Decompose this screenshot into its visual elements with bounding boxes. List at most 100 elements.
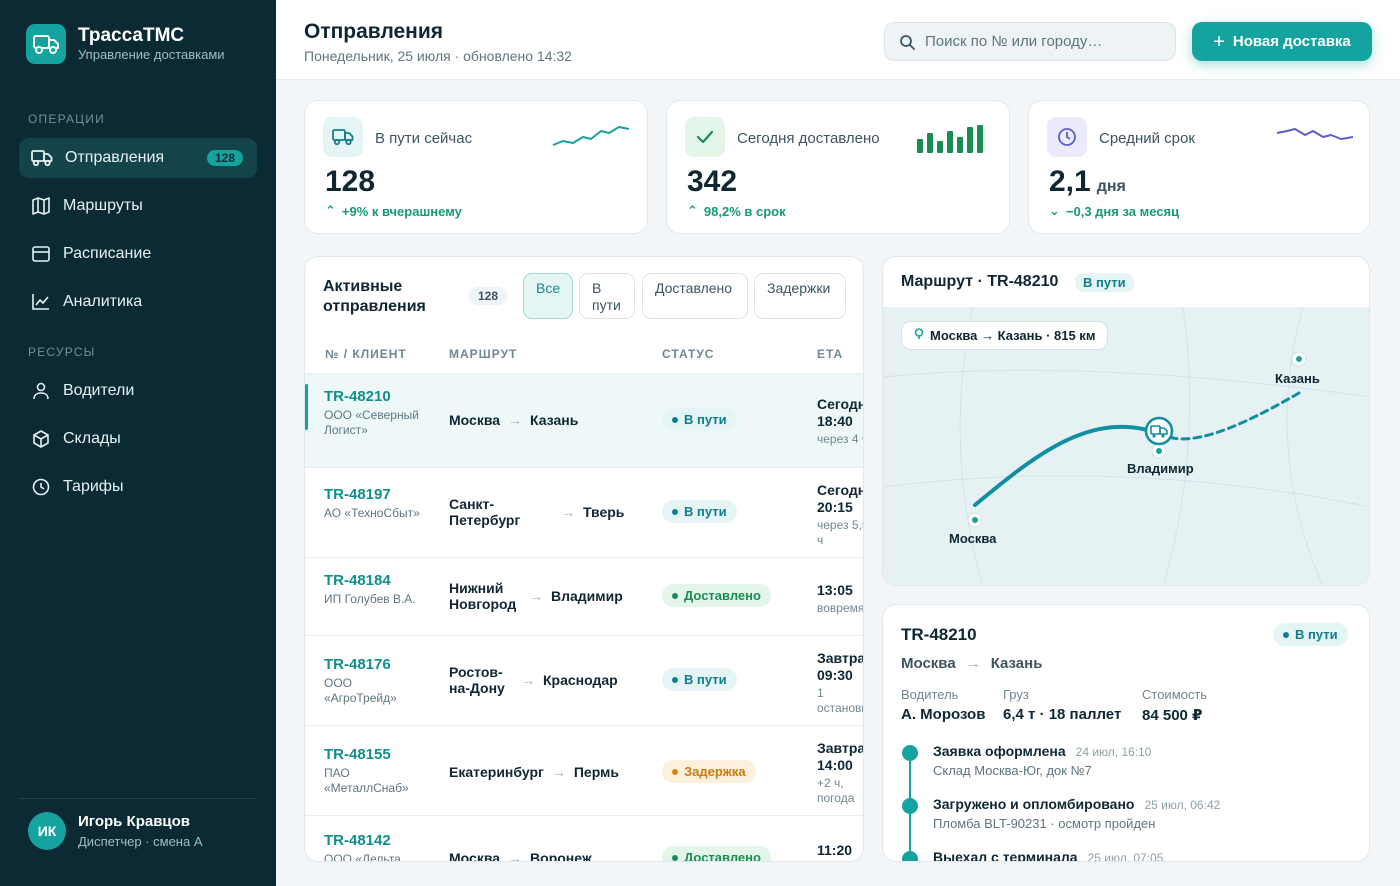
page-subtitle: Понедельник, 25 июля · обновлено 14:32 [304,48,572,64]
map-canvas [883,307,1369,585]
column-header-route[interactable]: МАРШРУТ [449,347,518,361]
table-row[interactable]: TR-48155 ПАО «МеталлСнаб» Екатеринбург → П… [305,725,864,815]
shipment-details-card: TR-48210 В пути Москва → Казань Водитель А.… [882,604,1370,862]
brand[interactable]: ТрассаТМС Управление доставками [26,24,225,64]
timeline-dot [902,798,918,814]
sidebar-item-analytics[interactable]: Аналитика [19,282,257,322]
client-name: ООО «АгроТрейд» [324,676,397,705]
table-row[interactable]: TR-48176 ООО «АгроТрейд» Ростов-на-Дону →… [305,635,864,725]
shipment-id[interactable]: TR-48210 [324,388,391,405]
table-row[interactable]: TR-48210 ООО «Северный Логист» Москва → Ка… [305,373,863,467]
route-from: Нижний Новгород [449,580,517,612]
route-from: Ростов-на-Дону [449,664,505,696]
arrow-right-icon: → [529,588,543,604]
eta-cell: 11:20 [817,842,863,861]
column-header-eta[interactable]: ETA [817,347,844,361]
shipment-id[interactable]: TR-48155 [324,746,391,763]
filter-delays[interactable]: Задержки [754,273,846,319]
route-from: Санкт-Петербург [449,496,521,528]
route-from: Москва [449,412,501,428]
sidebar-item-label: Склады [63,430,121,447]
table-row[interactable]: TR-48142 ООО «Дельта Москва → Воронеж Дост… [305,815,863,862]
eta-cell: Завтра 14:00 +2 ч, погода [817,740,864,806]
brand-name: ТрассаТМС [78,25,185,46]
route-cell: Ростов-на-Дону → Краснодар [449,664,618,696]
status-badge: В пути [662,408,737,431]
status-badge: Задержка [662,760,756,783]
client-name: ПАО «МеталлСнаб» [324,766,409,795]
sidebar-item-label: Расписание [63,245,152,262]
nav-section-operations: ОПЕРАЦИИ [28,112,105,126]
eta-cell: 13:05 вовремя [817,582,863,616]
sidebar-item-tariffs[interactable]: Тарифы [19,467,257,507]
shipment-id[interactable]: TR-48184 [324,572,391,589]
plus-icon: + [1213,30,1225,53]
details-status-badge: В пути [1273,623,1348,646]
sidebar-item-shipments[interactable]: Отправления 128 [19,138,257,178]
shipment-id[interactable]: TR-48142 [324,832,391,849]
timeline-item: Заявка оформлена 24 июл, 16:10 Склад Моск… [933,743,1152,778]
filter-in-transit[interactable]: В пути [579,273,635,319]
kpi-value: 2,1 дня [1049,165,1126,198]
kpi-value: 128 [325,165,376,198]
field-driver: Водитель А. Морозов [901,687,986,723]
chevron-down-icon: ⌄ [1049,203,1060,218]
page-title: Отправления [304,20,444,43]
new-delivery-button[interactable]: + Новая доставка [1192,22,1372,61]
route-to: Пермь [573,764,620,780]
shipment-id[interactable]: TR-48176 [324,656,391,673]
eta-value: Завтра 09:30 [817,650,864,683]
route-map[interactable]: Москва → Казань · 815 км Москва Владимир… [883,307,1369,585]
route-cell: Санкт-Петербург → Тверь [449,496,624,528]
timeline-item: Выехал с терминала 25 июл, 07:05 [933,849,1164,862]
filter-all[interactable]: Все [523,273,573,319]
table-row[interactable]: TR-48184 ИП Голубев В.А. Нижний Новгород… [305,557,863,635]
sidebar-item-schedule[interactable]: Расписание [19,234,257,274]
pin-icon [914,328,924,343]
table-title: Активные отправления [323,278,426,315]
sidebar-item-label: Маршруты [63,197,143,214]
kpi-value: 342 [687,165,738,198]
shipment-id[interactable]: TR-48197 [324,486,391,503]
search-input[interactable] [925,33,1165,50]
row-id-cell: TR-48210 ООО «Северный Логист» [324,388,424,438]
user-profile[interactable]: ИК Игорь Кравцов Диспетчер · смена А [28,812,203,850]
city-label-mid: Владимир [1127,461,1194,476]
column-header-status[interactable]: СТАТУС [662,347,715,361]
route-cell: Москва → Воронеж [449,850,592,862]
sidebar-item-routes[interactable]: Маршруты [19,186,257,226]
client-name: ООО «Дельта [324,852,401,862]
map-status-badge: В пути [1075,273,1134,292]
check-icon [685,117,725,157]
brand-subtitle: Управление доставками [78,47,225,62]
eta-cell: Сегодня 20:15 через 5,5 ч [817,482,863,548]
eta-value: Сегодня 20:15 [817,482,863,515]
row-id-cell: TR-48155 ПАО «МеталлСнаб» [324,746,424,796]
client-name: ИП Голубев В.А. [324,592,416,606]
column-header-id[interactable]: № / КЛИЕНТ [325,347,407,361]
route-to: Тверь [583,504,625,520]
user-icon [33,382,49,400]
route-summary-pill: Москва → Казань · 815 км [901,321,1109,350]
table-row[interactable]: TR-48197 АО «ТехноСбыт» Санкт-Петербург →… [305,467,863,557]
client-name: ООО «Северный Логист» [324,408,419,437]
city-label-to: Казань [1275,371,1320,386]
eta-value: Завтра 14:00 [817,740,864,773]
calendar-icon [32,246,50,262]
route-cell: Екатеринбург → Пермь [449,764,619,780]
truck-icon [31,150,53,167]
sidebar-item-drivers[interactable]: Водители [19,371,257,411]
route-from: Москва [449,850,501,862]
search-box[interactable] [884,22,1176,61]
status-cell: В пути [662,668,737,691]
sidebar-item-label: Тарифы [63,478,124,495]
kpi-label: В пути сейчас [375,130,473,147]
sidebar-item-warehouses[interactable]: Склады [19,419,257,459]
chart-icon [32,294,49,310]
kpi-card-in-transit: В пути сейчас 128 ⌃ +9% к вчерашнему [304,100,648,234]
filter-delivered[interactable]: Доставлено [642,273,748,319]
clock-icon [1047,117,1087,157]
status-badge: Доставлено [662,846,771,861]
route-to: Казань [530,412,579,428]
kpi-label: Средний срок [1099,130,1195,147]
